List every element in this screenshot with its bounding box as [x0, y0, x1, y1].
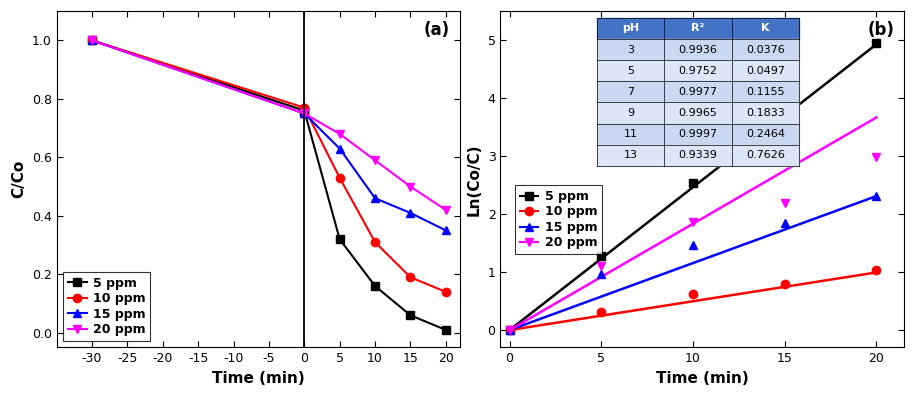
- Text: (b): (b): [867, 21, 895, 39]
- X-axis label: Time (min): Time (min): [656, 371, 748, 386]
- Y-axis label: C/Co: C/Co: [11, 160, 27, 198]
- Y-axis label: Ln(Co/C): Ln(Co/C): [467, 143, 482, 216]
- Legend: 5 ppm, 10 ppm, 15 ppm, 20 ppm: 5 ppm, 10 ppm, 15 ppm, 20 ppm: [515, 185, 602, 254]
- Legend: 5 ppm, 10 ppm, 15 ppm, 20 ppm: 5 ppm, 10 ppm, 15 ppm, 20 ppm: [63, 272, 150, 341]
- Text: (a): (a): [424, 21, 450, 39]
- X-axis label: Time (min): Time (min): [212, 371, 305, 386]
